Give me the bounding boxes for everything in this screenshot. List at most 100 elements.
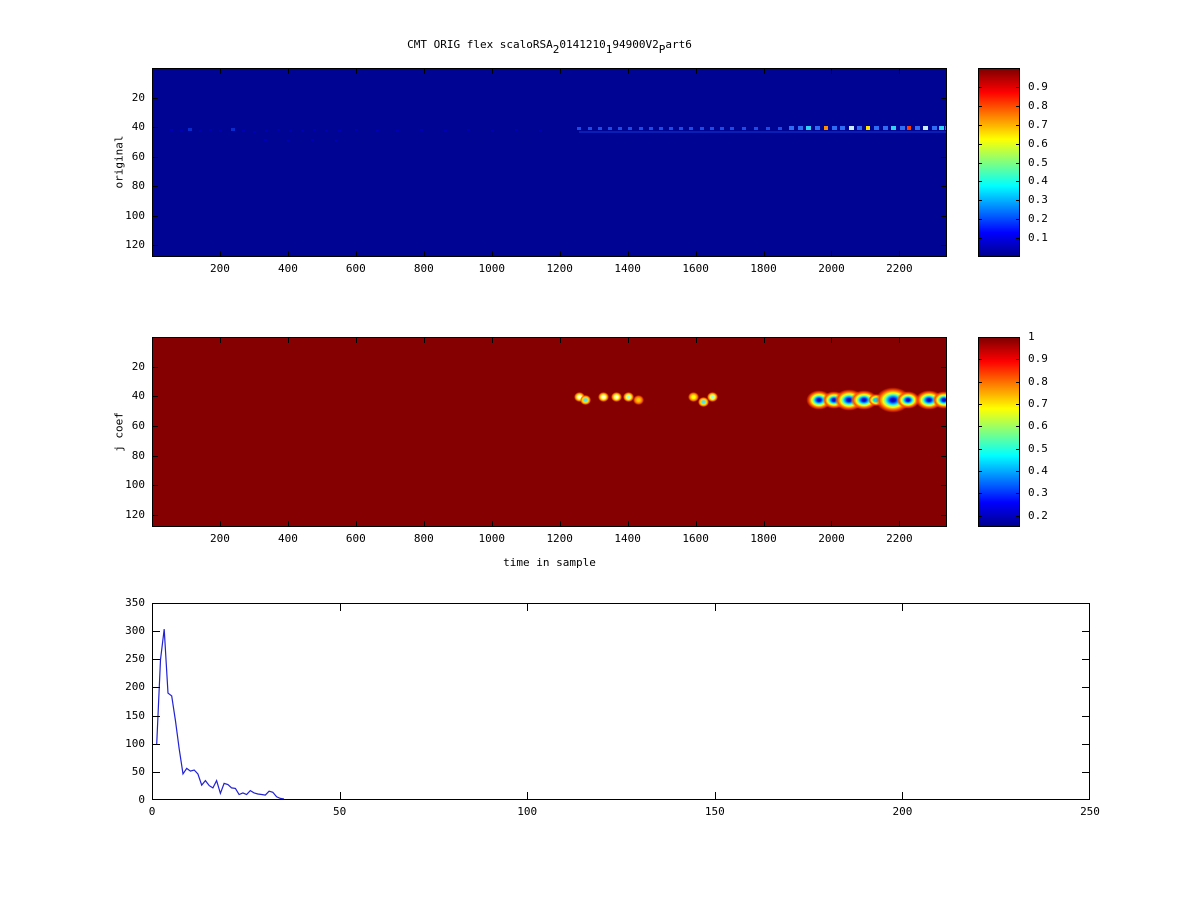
heat-dot [607,126,612,130]
heat-dot [923,126,929,131]
y-tick-label: 350 [125,596,145,609]
tick-mark [219,251,221,256]
tick-mark [1082,743,1089,745]
heat-dot [709,126,714,130]
title-subscript: 1 [605,43,613,56]
colorbar-tick-mark [979,381,982,383]
tick-mark [287,251,289,256]
tick-mark [941,97,946,99]
heat-dot [355,128,359,131]
heat-dot [742,126,747,130]
tick-mark [831,69,833,74]
x-tick-label: 2000 [818,262,845,275]
y-tick-label: 120 [125,508,145,522]
colorbar-tick-mark [1016,162,1019,164]
heat-dot [866,126,871,131]
y-tick-label: 80 [131,448,145,462]
colorbar-tick-mark [979,238,982,240]
colorbar-tick-mark [1016,200,1019,202]
tick-mark [355,251,357,256]
tick-mark [287,69,289,74]
tick-mark [899,251,901,256]
tick-mark [902,792,904,799]
colorbar-tick-mark [1016,86,1019,88]
tick-mark [153,771,160,773]
tick-mark [941,186,946,188]
x-tick-label: 600 [345,262,366,275]
heat-dot [638,126,643,130]
colorbar-tick-mark [1016,426,1019,428]
heat-dot [874,126,880,131]
heat-dot [219,130,223,133]
colorbar-tick-mark [1016,238,1019,240]
heat-dot [515,128,519,131]
tick-mark [355,521,357,526]
cmt-spot [697,396,709,407]
heat-dot [882,126,888,131]
x-tick-label: 200 [210,532,230,545]
cmt-spot [688,392,700,403]
colorbar-tick-mark [979,448,982,450]
x-tick-label: 1400 [614,262,641,275]
tick-mark [423,251,425,256]
y-tick-label: 120 [125,238,145,252]
tick-mark [355,69,357,74]
heat-dot [754,126,759,130]
tick-mark [831,251,833,256]
tick-mark [559,251,561,256]
colorbar-tick-label: 0.4 [1028,464,1048,478]
cmt-spot [573,392,585,403]
x-tick-label: 800 [413,532,434,545]
heat-dot [597,126,602,130]
colorbar-cmt [978,337,1020,527]
tick-mark [339,604,341,611]
tick-mark [714,604,716,611]
title-text: 94900V2 [612,38,659,51]
colorbar-tick-mark [1016,181,1019,183]
x-tick-label: 1800 [750,262,777,275]
tick-mark [902,604,904,611]
heat-dot [857,126,863,131]
scalogram-original-plot [152,68,947,257]
colorbar-tick-mark [1016,493,1019,495]
heat-dot [241,130,245,133]
colorbar-tick-mark [979,86,982,88]
x-tick-label: 2000 [818,532,845,545]
cmt-spot [707,392,719,403]
tick-mark [287,338,289,343]
colorbar-tick-mark [979,337,982,338]
x-tick-label: 0 [148,805,156,818]
tick-mark [941,215,946,217]
heat-dot [669,126,674,130]
colorbar-tick-mark [1016,359,1019,361]
heat-dot [170,128,174,131]
colorbar-tick-label: 0.7 [1028,117,1048,131]
tick-mark [714,792,716,799]
y-tick-label: 150 [125,708,145,722]
tick-mark [695,251,697,256]
tick-mark [559,69,561,74]
tick-mark [153,455,158,457]
colorbar-tick-label: 0.6 [1028,419,1048,433]
colorbar-tick-mark [979,162,982,164]
colorbar-tick-mark [1016,381,1019,383]
tick-mark [1082,603,1089,604]
heat-dot [814,126,820,131]
tick-mark [941,455,946,457]
tick-mark [627,338,629,343]
x-tick-label: 800 [413,262,434,275]
tick-mark [627,251,629,256]
tick-mark [941,156,946,158]
x-tick-label: 1600 [682,262,709,275]
colorbar-tick-mark [1016,143,1019,145]
colorbar-tick-mark [1016,471,1019,473]
title-subscript: P [658,43,666,56]
colorbar-tick-mark [1016,337,1019,338]
y-tick-label: 0 [138,793,145,806]
tick-mark [491,69,493,74]
y-tick-label: 50 [131,764,145,778]
title-text: art6 [665,38,692,51]
colorbar-tick-mark [979,124,982,126]
tick-mark [153,603,160,604]
